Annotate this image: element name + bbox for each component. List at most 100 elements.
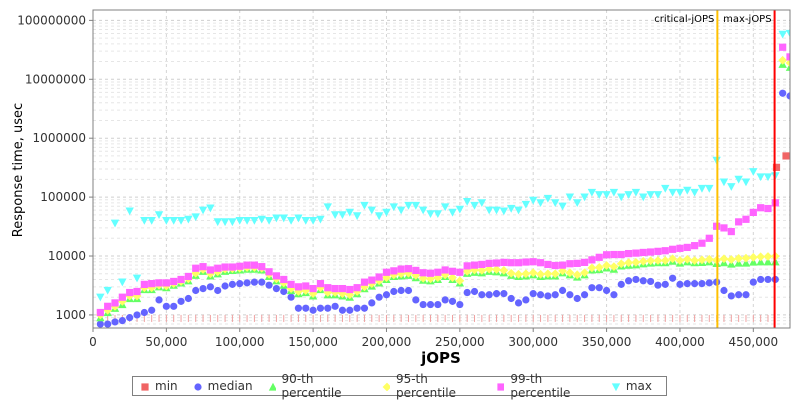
point-99-th-percentile — [104, 302, 112, 310]
series-median — [96, 89, 790, 328]
point-90-th-percentile — [749, 257, 758, 266]
point-99-th-percentile — [580, 258, 589, 266]
point-99-th-percentile — [170, 277, 178, 286]
point-median — [441, 296, 449, 304]
point-99-th-percentile — [96, 308, 104, 317]
point-99-th-percentile — [126, 288, 134, 297]
point-max — [470, 201, 479, 210]
point-median — [500, 290, 508, 298]
marker-lines: critical-jOPS max-jOPS — [654, 10, 776, 328]
point-median — [346, 306, 354, 314]
point-median — [764, 275, 772, 284]
point-95-th-percentile — [748, 252, 758, 262]
point-max — [499, 207, 509, 216]
point-median — [742, 291, 750, 299]
point-95-th-percentile — [778, 55, 788, 65]
point-99-th-percentile — [529, 258, 537, 266]
point-max — [191, 213, 200, 222]
point-99-th-percentile — [669, 245, 677, 253]
point-99-th-percentile — [419, 269, 427, 277]
point-99-th-percentile — [287, 280, 295, 288]
point-99-th-percentile — [426, 269, 435, 277]
point-95-th-percentile — [763, 252, 773, 261]
point-95-th-percentile — [477, 266, 487, 275]
y-tick-label: 1000000 — [33, 131, 86, 145]
point-95-th-percentile — [734, 254, 744, 263]
point-95-th-percentile — [638, 257, 648, 266]
point-99-th-percentile — [382, 268, 391, 276]
point-max — [565, 193, 575, 202]
point-max — [235, 216, 244, 225]
point-max — [272, 214, 281, 223]
point-max — [440, 203, 450, 212]
point-median — [478, 291, 486, 299]
point-99-th-percentile — [236, 262, 244, 270]
point-median — [192, 286, 200, 295]
point-95-th-percentile — [726, 255, 736, 264]
point-median — [426, 300, 435, 309]
point-99-th-percentile — [265, 268, 273, 276]
point-max — [683, 186, 692, 195]
point-95-th-percentile — [536, 269, 545, 279]
min-baseline-ticks — [99, 314, 769, 322]
point-99-th-percentile — [221, 263, 229, 271]
point-99-th-percentile — [478, 260, 486, 269]
point-max — [367, 206, 376, 215]
point-95-th-percentile — [550, 269, 560, 279]
point-max — [294, 214, 303, 223]
point-median — [155, 296, 163, 304]
point-median — [177, 297, 185, 305]
point-max — [661, 184, 670, 193]
point-99-th-percentile — [720, 224, 728, 232]
point-median — [280, 287, 288, 296]
point-median — [683, 280, 691, 288]
point-median — [558, 286, 567, 295]
legend-marker-95-th-percentile — [382, 382, 390, 391]
point-95-th-percentile — [609, 262, 619, 272]
point-95-th-percentile — [660, 256, 670, 265]
point-median — [419, 300, 427, 309]
point-median — [250, 278, 259, 286]
point-95-th-percentile — [521, 269, 531, 279]
point-max — [477, 199, 487, 208]
point-max — [646, 191, 655, 199]
point-99-th-percentile — [390, 267, 398, 275]
point-99-th-percentile — [338, 284, 347, 293]
point-99-th-percentile — [280, 275, 288, 284]
point-95-th-percentile — [572, 270, 582, 280]
x-tick-label: 250,000 — [435, 335, 485, 349]
point-99-th-percentile — [779, 43, 787, 51]
legend-swatch-median — [194, 383, 202, 391]
point-median — [632, 275, 640, 284]
point-max — [257, 215, 266, 224]
point-median — [514, 299, 523, 307]
legend-label: max — [625, 379, 652, 393]
point-max — [580, 193, 589, 202]
point-max — [118, 278, 127, 287]
point-max — [785, 29, 790, 38]
point-99-th-percentile — [412, 266, 420, 275]
point-95-th-percentile — [492, 265, 501, 274]
point-max — [573, 199, 582, 208]
point-median — [382, 291, 391, 299]
point-max — [727, 183, 736, 191]
point-median — [126, 314, 134, 322]
point-95-th-percentile — [616, 259, 626, 269]
point-max — [184, 215, 193, 224]
point-99-th-percentile — [441, 266, 449, 274]
legend-item-max: max — [610, 379, 652, 393]
point-max — [639, 193, 648, 202]
point-median — [779, 89, 787, 97]
point-max — [352, 212, 362, 221]
point-median — [302, 304, 310, 312]
point-99-th-percentile — [573, 259, 581, 267]
point-99-th-percentile — [632, 249, 640, 257]
point-max — [301, 216, 310, 225]
point-99-th-percentile — [786, 53, 790, 61]
point-max — [492, 206, 501, 215]
point-max — [426, 210, 435, 219]
point-median — [133, 311, 141, 319]
point-max — [543, 194, 553, 203]
point-max — [617, 193, 626, 202]
point-median — [492, 290, 501, 298]
